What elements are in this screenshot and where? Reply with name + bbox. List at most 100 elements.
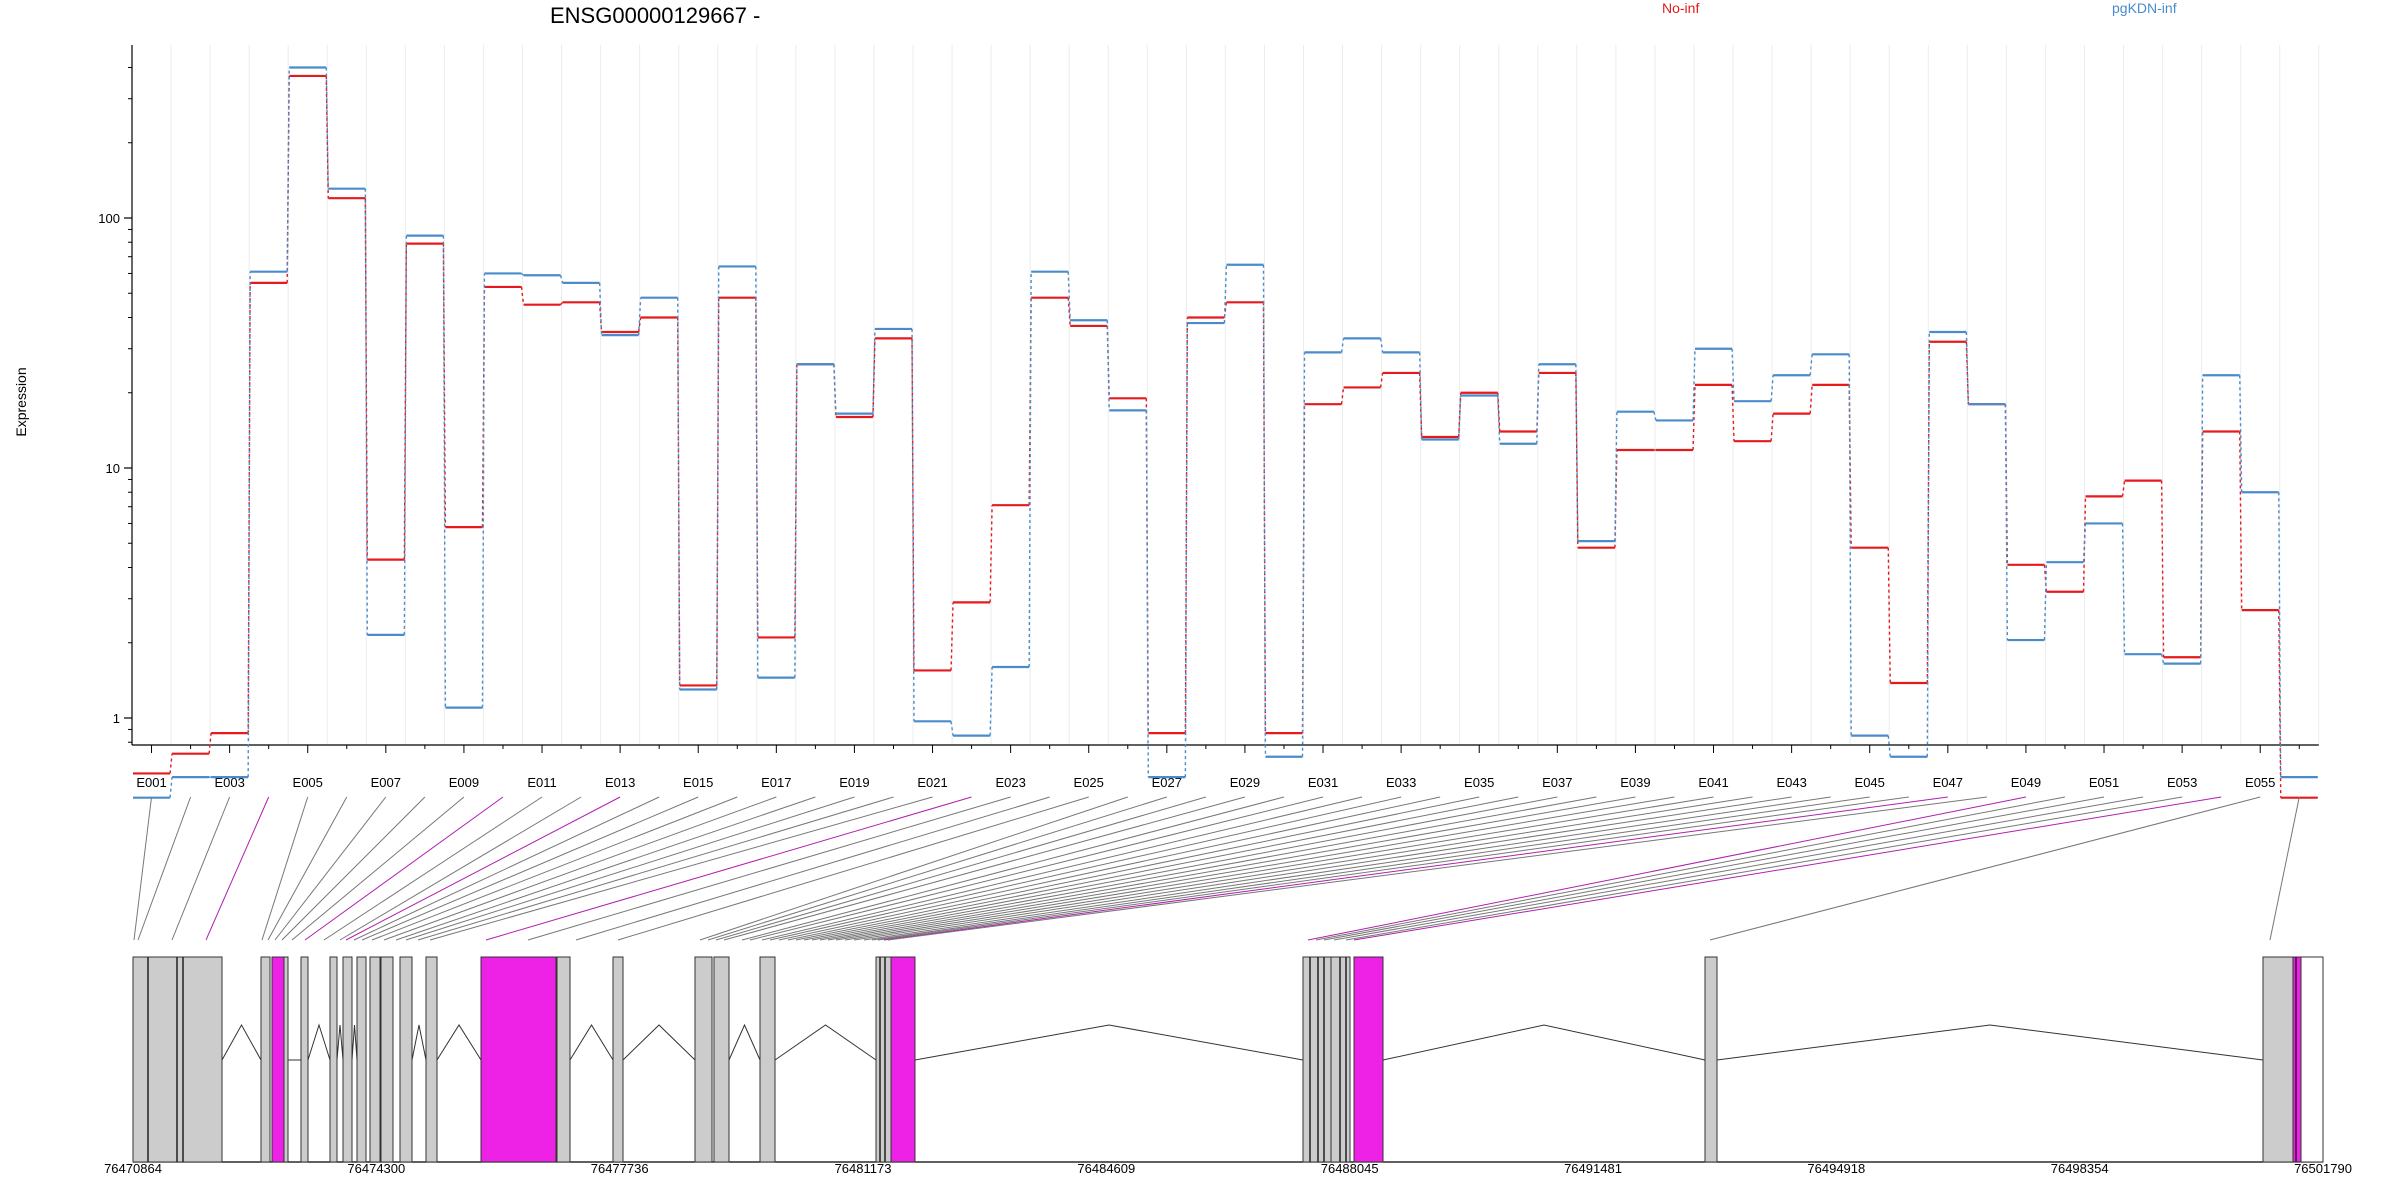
series-connector [1887, 547, 1891, 684]
connector-line [1307, 796, 2027, 941]
series-connector [872, 338, 876, 417]
series-connector [1067, 297, 1071, 326]
intron-line [351, 1024, 358, 1061]
series-connector [2082, 523, 2087, 563]
x-tick-label: E029 [1230, 775, 1260, 790]
intron-line [1382, 1024, 1706, 1061]
series-connector [716, 297, 720, 686]
exon-block [356, 956, 367, 1163]
series-lines [133, 66, 2318, 799]
exon-block [399, 956, 413, 1163]
intron-line [1716, 1024, 2264, 1061]
series-connector [1067, 271, 1071, 321]
series-connector [1301, 352, 1306, 757]
series-connector [2082, 496, 2087, 592]
series-connector [716, 266, 720, 690]
x-tick-label: E055 [2245, 775, 2275, 790]
x-tick-label: E051 [2089, 775, 2119, 790]
x-tick-label: E009 [449, 775, 479, 790]
vertical-grid [131, 45, 2320, 745]
series-connector [2043, 562, 2048, 641]
intron-line [622, 1024, 696, 1061]
series-connector [989, 505, 993, 603]
connector-line [863, 796, 1831, 941]
connector-line [1333, 796, 2144, 941]
exon-block [369, 956, 381, 1163]
series-connector [364, 188, 368, 635]
intron-line [307, 1023, 331, 1061]
series-connector [2239, 375, 2243, 493]
connector-line [405, 796, 855, 941]
connector-line [835, 796, 1714, 941]
connector-line [339, 796, 582, 941]
legend-pgkdn-inf: pgKDN-inf [2112, 0, 2177, 16]
x-tick-label: E039 [1620, 775, 1650, 790]
series-connector [1965, 331, 1970, 405]
connector-line [575, 796, 1050, 941]
connector-line [361, 796, 699, 941]
series-connector [481, 273, 486, 708]
series-connector [1497, 395, 1501, 444]
exon-block [759, 956, 776, 1163]
intron-line [379, 1029, 382, 1061]
connector-line [1709, 796, 2261, 941]
connector-line [811, 796, 1597, 941]
series-connector [1731, 348, 1735, 402]
exon-block [271, 956, 285, 1163]
intron-line [221, 1023, 262, 1061]
x-tick-label: E015 [683, 775, 713, 790]
series-connector [1418, 372, 1423, 438]
series-connector [1340, 338, 1345, 353]
genomic-axis: 76470864 76474300 76477736 76481173 76484609… [104, 1161, 2352, 1176]
exon-block [694, 956, 713, 1163]
series-connector [1379, 338, 1384, 353]
connector-line [1323, 796, 2105, 941]
series-connector [1379, 372, 1384, 388]
series-connector [364, 198, 368, 560]
genomic-position-label: 76481173 [835, 1161, 892, 1176]
connector-line [741, 796, 1285, 941]
connector-line [1353, 796, 2222, 941]
connector-line [261, 796, 309, 941]
x-tick-label: E035 [1464, 775, 1494, 790]
genomic-position-label: 76501790 [2294, 1161, 2352, 1176]
connector-line [291, 796, 465, 941]
connector-line [887, 796, 1987, 941]
connector-line [417, 796, 894, 941]
x-tick-label: E043 [1776, 775, 1806, 790]
series-connector [169, 777, 173, 798]
series-connector [442, 235, 447, 708]
connector-line [137, 796, 192, 941]
series-connector [286, 67, 290, 272]
series-connector [403, 243, 408, 560]
connector-line [715, 796, 1207, 941]
series-connector [1770, 413, 1774, 442]
connector-line [383, 796, 777, 941]
x-tick-label: E049 [2011, 775, 2041, 790]
connector-line [819, 796, 1636, 941]
legend-no-inf: No-inf [1662, 0, 1699, 16]
series-connector [2278, 610, 2282, 798]
series-connector [598, 282, 603, 336]
connector-line [267, 796, 348, 941]
exon-block [612, 956, 624, 1163]
y-axis-label: Expression [13, 367, 29, 436]
series-connector [1458, 395, 1462, 440]
exon-block [556, 956, 571, 1163]
intron-line [914, 1024, 1304, 1061]
connector-line [1315, 796, 2066, 941]
series-connector [1340, 387, 1345, 405]
connector-line [723, 796, 1246, 941]
exon-block [1353, 956, 1384, 1163]
series-connector [1497, 392, 1501, 432]
connector-line [2269, 796, 2300, 941]
series-connector [950, 602, 954, 671]
connector-line [787, 796, 1480, 941]
genomic-position-label: 76474300 [347, 1161, 405, 1176]
exon-block [2262, 956, 2294, 1163]
exon-block [480, 956, 557, 1163]
connector-line [485, 796, 972, 941]
x-tick-label: E031 [1308, 775, 1338, 790]
connector-line [883, 796, 1948, 941]
intron-line [774, 1024, 877, 1061]
